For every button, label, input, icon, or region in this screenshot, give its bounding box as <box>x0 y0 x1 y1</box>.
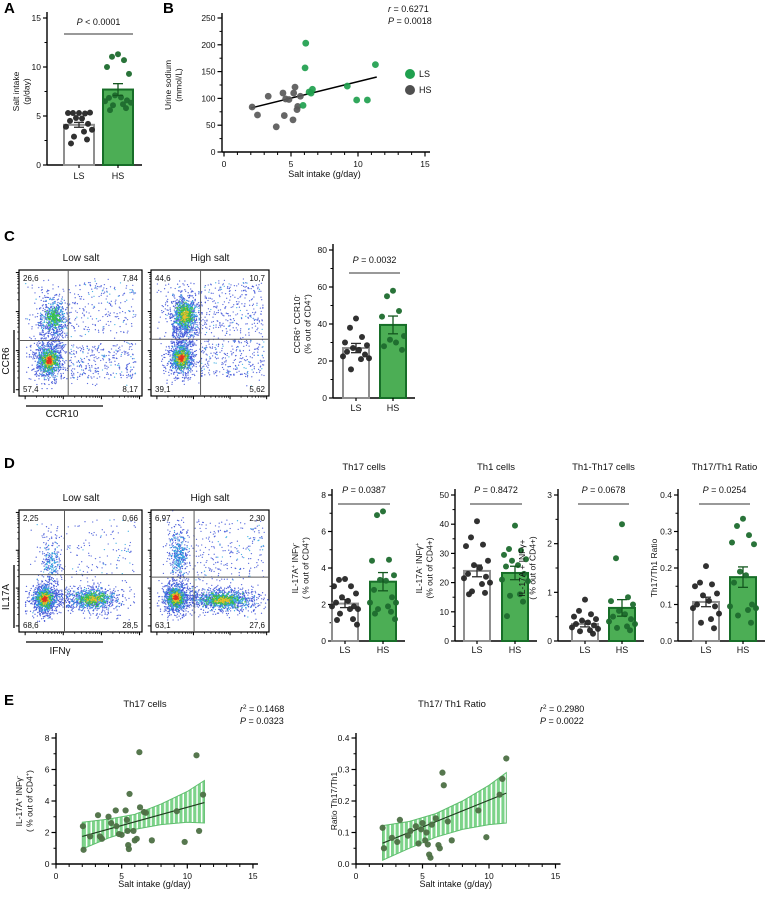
svg-text:CCR6: CCR6 <box>1 347 12 375</box>
svg-text:150: 150 <box>201 67 215 77</box>
svg-text:IL17A: IL17A <box>1 584 12 610</box>
svg-text:Salt intake (g/day): Salt intake (g/day) <box>288 169 361 179</box>
svg-text:(g/day): (g/day) <box>21 78 31 105</box>
data-points-hs <box>727 515 759 626</box>
data-points <box>79 749 207 853</box>
flow-annotations: Low salt High salt Low salt High salt CCR6 CC… <box>1 253 230 657</box>
panel-label-c: C <box>4 228 15 245</box>
svg-text:100: 100 <box>201 93 215 103</box>
flow-plot-flow-ccr-low: 26,6 7,84 57,4 8,17 <box>15 269 143 400</box>
svg-text:10: 10 <box>353 159 363 169</box>
svg-text:8,17: 8,17 <box>122 385 138 394</box>
svg-text:LS: LS <box>73 171 84 181</box>
data-points-ls <box>63 109 95 147</box>
svg-text:Low salt: Low salt <box>63 253 100 264</box>
svg-text:200: 200 <box>201 40 215 50</box>
svg-text:57,4: 57,4 <box>23 385 39 394</box>
svg-text:r = 0.6271: r = 0.6271 <box>388 4 429 14</box>
svg-text:0: 0 <box>36 160 41 170</box>
data-points <box>379 755 510 861</box>
bar-chart-a-salt-intake: 0 5 10 15 LS HS P < 0.0001 Salt intake (g/day) <box>11 12 142 181</box>
svg-text:LS: LS <box>419 69 430 79</box>
svg-text:50: 50 <box>206 120 216 130</box>
svg-text:5: 5 <box>289 159 294 169</box>
svg-text:HS: HS <box>112 171 125 181</box>
svg-text:HS: HS <box>419 85 432 95</box>
cell-density-dots <box>156 510 269 621</box>
svg-text:(mmol/L): (mmol/L) <box>173 68 183 102</box>
svg-text:0: 0 <box>211 147 216 157</box>
confidence-band <box>382 771 507 861</box>
data-points-hs <box>367 508 399 623</box>
svg-text:CCR10: CCR10 <box>46 409 79 420</box>
svg-text:0: 0 <box>222 159 227 169</box>
data-points-ls <box>329 575 361 628</box>
data-points-hs <box>499 522 531 620</box>
svg-text:15: 15 <box>420 159 430 169</box>
flow-plot-flow-ccr-high: 44,6 10,739,1 5,62 <box>147 269 270 400</box>
svg-text:15: 15 <box>32 13 42 23</box>
svg-text:IFNγ: IFNγ <box>49 646 70 657</box>
svg-text:P = 0.0018: P = 0.0018 <box>388 16 432 26</box>
bar-hs <box>501 571 529 642</box>
svg-text:26,6: 26,6 <box>23 274 39 283</box>
legend: LS HS <box>405 69 432 95</box>
svg-text:Salt intake: Salt intake <box>11 71 21 111</box>
data-points-ls <box>340 315 372 373</box>
svg-text:Low salt: Low salt <box>63 493 100 504</box>
panel-label-a: A <box>4 0 15 17</box>
svg-text:10: 10 <box>32 62 42 72</box>
cell-density-dots <box>25 278 137 390</box>
cell-density-dots <box>156 278 265 387</box>
series-hs <box>248 83 304 131</box>
svg-text:Urine sodium: Urine sodium <box>163 60 173 110</box>
data-points-ls <box>461 518 493 598</box>
svg-text:High salt: High salt <box>191 493 230 504</box>
svg-text:250: 250 <box>201 13 215 23</box>
svg-text:7,84: 7,84 <box>122 274 138 283</box>
data-points-hs <box>379 287 407 353</box>
data-points-hs <box>606 521 638 634</box>
svg-text:High salt: High salt <box>191 253 230 264</box>
cell-density-dots <box>24 519 137 622</box>
data-points-hs <box>102 51 134 114</box>
panel-label-e: E <box>4 692 15 709</box>
svg-text:5: 5 <box>36 111 41 121</box>
bar-ls <box>463 569 491 642</box>
series-ls <box>299 39 379 109</box>
svg-text:P < 0.0001: P < 0.0001 <box>77 17 121 27</box>
panel-label-d: D <box>4 455 15 472</box>
data-points-ls <box>690 563 722 632</box>
panel-label-b: B <box>163 0 174 17</box>
